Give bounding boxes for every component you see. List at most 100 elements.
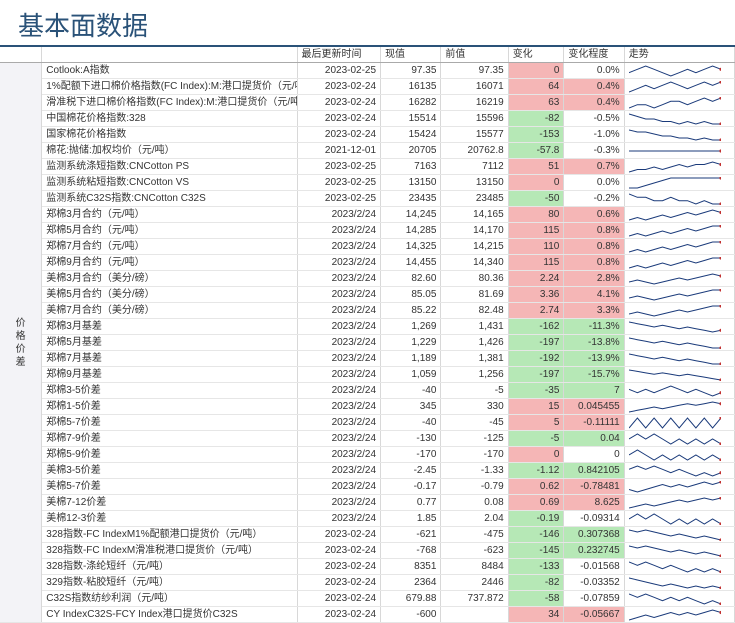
cell-pct: -0.05667 [564,607,624,623]
page-title: 基本面数据 [0,0,735,47]
cell-spark [624,159,734,175]
cell-time: 2023-02-25 [297,175,381,191]
cell-chg: 2.74 [508,303,564,319]
cell-prev: 7112 [441,159,508,175]
table-row: 郑棉3-5价差2023/2/24-40-5-357 [0,383,735,399]
cell-chg: -145 [508,543,564,559]
cell-chg: -57.8 [508,143,564,159]
table-row: 棉花:抛储:加权均价（元/吨）2021-12-012070520762.8-57… [0,143,735,159]
cell-name: 1%配额下进口棉价格指数(FC Index):M:港口提货价（元/吨） [42,79,297,95]
cell-prev: -0.79 [441,479,508,495]
cell-name: 美棉3月合约（美分/磅） [42,271,297,287]
table-row: 美棉7月合约（美分/磅）2023/2/2485.2282.482.743.3% [0,303,735,319]
cell-prev: -170 [441,447,508,463]
cell-cur: -130 [381,431,441,447]
table-row: 美棉3月合约（美分/磅）2023/2/2482.6080.362.242.8% [0,271,735,287]
cell-pct: -13.8% [564,335,624,351]
cell-name: 美棉5月合约（美分/磅） [42,287,297,303]
cell-spark [624,479,734,495]
table-row: 监测系统C32S指数:CNCotton C32S2023-02-25234352… [0,191,735,207]
cell-name: 328指数-FC IndexM滑准税港口提货价（元/吨） [42,543,297,559]
cell-chg: -153 [508,127,564,143]
cell-pct: 0.8% [564,255,624,271]
cell-prev: 2.04 [441,511,508,527]
cell-pct: 8.625 [564,495,624,511]
cell-chg: -58 [508,591,564,607]
cell-cur: 1,059 [381,367,441,383]
cell-spark [624,559,734,575]
cell-pct: 3.3% [564,303,624,319]
cell-name: 滑准税下进口棉价格指数(FC Index):M:港口提货价（元/吨） [42,95,297,111]
cell-cur: -768 [381,543,441,559]
hdr-time: 最后更新时间 [297,47,381,63]
cell-name: 329指数-粘胶短纤（元/吨） [42,575,297,591]
side-label: 价格价差 [0,63,42,623]
cell-name: 郑棉5月基差 [42,335,297,351]
cell-pct: -11.3% [564,319,624,335]
cell-cur: -170 [381,447,441,463]
hdr-name [42,47,297,63]
cell-time: 2023-02-24 [297,527,381,543]
cell-name: 美棉7月合约（美分/磅） [42,303,297,319]
cell-chg: -5 [508,431,564,447]
cell-pct: -0.3% [564,143,624,159]
table-row: 328指数-FC IndexM滑准税港口提货价（元/吨）2023-02-24-7… [0,543,735,559]
cell-pct: 2.8% [564,271,624,287]
cell-cur: 7163 [381,159,441,175]
cell-name: 美棉12-3价差 [42,511,297,527]
cell-time: 2023/2/24 [297,271,381,287]
cell-pct: -0.09314 [564,511,624,527]
cell-cur: -40 [381,383,441,399]
table-row: 监测系统涤短指数:CNCotton PS2023-02-257163711251… [0,159,735,175]
cell-spark [624,303,734,319]
cell-spark [624,447,734,463]
cell-name: 郑棉9月合约（元/吨） [42,255,297,271]
cell-time: 2023/2/24 [297,399,381,415]
cell-cur: 15424 [381,127,441,143]
cell-name: 郑棉3-5价差 [42,383,297,399]
cell-prev: -623 [441,543,508,559]
cell-pct: -0.2% [564,191,624,207]
cell-prev: 14,170 [441,223,508,239]
cell-pct: 4.1% [564,287,624,303]
cell-time: 2023/2/24 [297,207,381,223]
cell-prev: 14,340 [441,255,508,271]
cell-pct: -0.03352 [564,575,624,591]
cell-cur: 1,189 [381,351,441,367]
cell-time: 2023-02-24 [297,111,381,127]
cell-name: 郑棉7月基差 [42,351,297,367]
cell-prev: -45 [441,415,508,431]
hdr-chg: 变化 [508,47,564,63]
cell-spark [624,95,734,111]
cell-chg: 115 [508,255,564,271]
table-row: 1%配额下进口棉价格指数(FC Index):M:港口提货价（元/吨）2023-… [0,79,735,95]
cell-spark [624,591,734,607]
cell-spark [624,383,734,399]
cell-time: 2023/2/24 [297,335,381,351]
cell-time: 2023-02-24 [297,607,381,623]
cell-chg: -162 [508,319,564,335]
cell-chg: 64 [508,79,564,95]
cell-pct: 0.842105 [564,463,624,479]
cell-chg: -133 [508,559,564,575]
cell-cur: 16282 [381,95,441,111]
cell-cur: 14,285 [381,223,441,239]
cell-prev: 13150 [441,175,508,191]
cell-pct: -0.07859 [564,591,624,607]
hdr-trend: 走势 [624,47,734,63]
cell-time: 2023/2/24 [297,287,381,303]
cell-time: 2023-02-25 [297,63,381,79]
cell-name: 郑棉7月合约（元/吨） [42,239,297,255]
cell-cur: 20705 [381,143,441,159]
cell-chg: -50 [508,191,564,207]
cell-pct: 0.232745 [564,543,624,559]
table-row: 郑棉1-5价差2023/2/24345330150.045455 [0,399,735,415]
cell-name: 郑棉5-9价差 [42,447,297,463]
table-row: 郑棉7-9价差2023/2/24-130-125-50.04 [0,431,735,447]
cell-pct: 7 [564,383,624,399]
table-row: C32S指数纺纱利润（元/吨）2023-02-24679.88737.872-5… [0,591,735,607]
cell-time: 2023/2/24 [297,303,381,319]
table-row: 328指数-FC IndexM1%配额港口提货价（元/吨）2023-02-24-… [0,527,735,543]
cell-time: 2023/2/24 [297,447,381,463]
cell-prev: 16071 [441,79,508,95]
